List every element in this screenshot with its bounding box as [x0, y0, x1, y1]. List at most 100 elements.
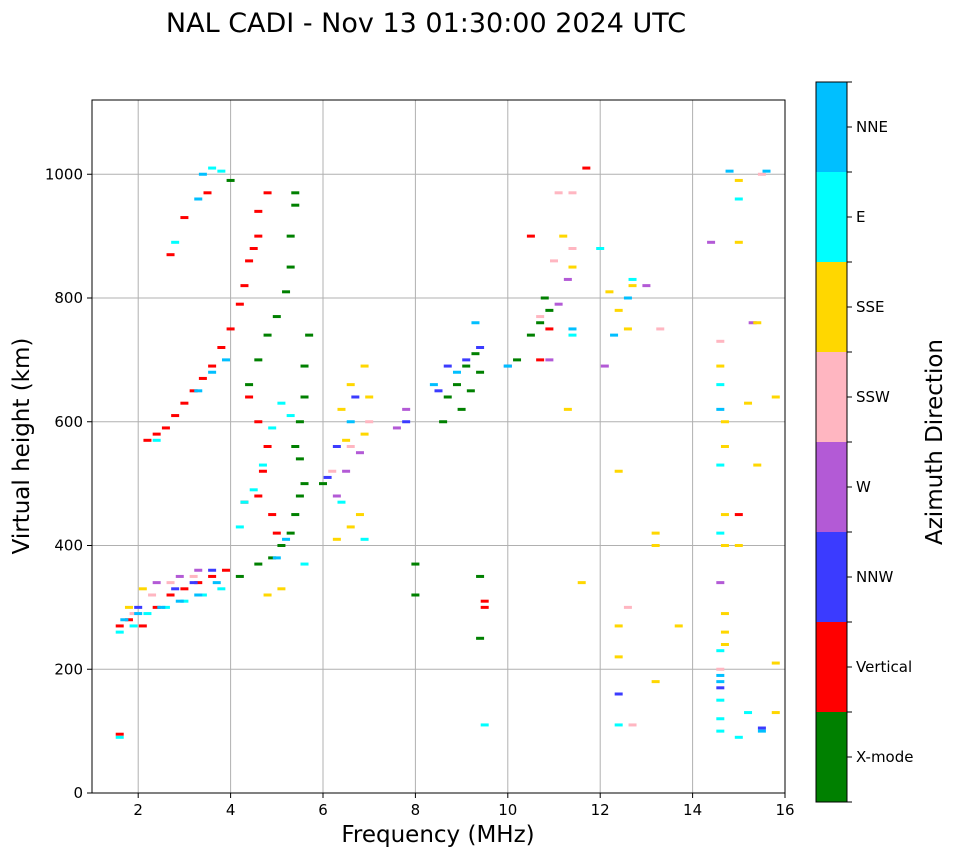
data-point: [392, 426, 401, 430]
data-point: [744, 711, 753, 715]
grid-lines: [92, 100, 786, 794]
data-point: [734, 178, 743, 182]
data-point: [614, 692, 623, 696]
x-axis-ticks: 2 4 6 8 10 12 14 16: [133, 793, 795, 819]
data-point: [536, 315, 545, 319]
data-point: [716, 698, 725, 702]
data-point: [614, 624, 623, 628]
data-point: [300, 482, 309, 486]
data-point: [526, 234, 535, 238]
data-point: [757, 726, 766, 730]
data-point: [720, 643, 729, 646]
data-point: [161, 426, 170, 430]
data-point: [734, 735, 743, 739]
data-point: [656, 327, 665, 331]
data-point: [212, 581, 221, 585]
data-point: [258, 463, 267, 467]
data-point: [194, 568, 203, 572]
data-point: [480, 599, 489, 603]
data-point: [614, 655, 623, 659]
data-point: [332, 445, 341, 448]
data-point: [115, 732, 124, 736]
data-point: [725, 169, 734, 173]
data-point: [351, 395, 360, 399]
data-point: [628, 277, 637, 281]
data-point: [208, 574, 217, 578]
data-point: [471, 321, 480, 325]
plot-area: 2 4 6 8 10 12 14 16 0 200 400 600 800 1000: [45, 99, 795, 819]
data-point: [716, 686, 725, 690]
data-point: [171, 587, 180, 591]
series-vertical: [115, 166, 743, 736]
data-point: [716, 463, 725, 467]
data-point: [143, 612, 152, 616]
data-point: [115, 624, 124, 628]
colorbar-frame: [815, 81, 848, 803]
data-point: [171, 240, 180, 244]
data-point: [217, 346, 226, 349]
data-point: [152, 432, 161, 436]
data-point: [716, 729, 725, 733]
data-point: [194, 581, 203, 585]
data-point: [263, 191, 272, 195]
data-point: [208, 364, 217, 368]
data-point: [355, 451, 364, 455]
data-point: [245, 259, 254, 263]
data-point: [716, 667, 725, 671]
x-axis-label: Frequency (MHz): [341, 822, 534, 848]
data-point: [545, 358, 554, 362]
y-tick-label: 0: [73, 784, 83, 802]
data-point: [716, 364, 725, 368]
plot-background: [92, 100, 785, 793]
data-point: [716, 531, 725, 535]
data-point: [189, 574, 198, 578]
colorbar: X-mode Vertical NNW W SSW SSE E NNE: [815, 81, 913, 803]
series-ssw: [129, 172, 766, 727]
data-point: [771, 711, 780, 715]
colorbar-tick-label: NNE: [856, 118, 888, 136]
data-point: [194, 389, 203, 393]
y-tick-label: 200: [54, 660, 83, 678]
data-point: [282, 537, 291, 541]
data-point: [434, 389, 443, 393]
x-tick-label: 14: [683, 801, 702, 819]
data-point: [628, 723, 637, 727]
x-tick-label: 10: [498, 801, 517, 819]
data-point: [355, 513, 364, 517]
data-point: [753, 463, 762, 467]
data-point: [614, 723, 623, 727]
colorbar-tick-label: NNW: [856, 568, 893, 586]
data-point: [748, 321, 757, 325]
data-point: [263, 445, 272, 448]
data-point: [342, 438, 351, 442]
data-point: [623, 296, 632, 300]
series-nne: [120, 169, 771, 733]
data-point: [175, 599, 184, 603]
x-tick-label: 4: [226, 801, 236, 819]
data-point: [536, 358, 545, 362]
data-point: [346, 445, 355, 448]
data-point: [466, 389, 475, 393]
data-point: [124, 618, 133, 622]
x-tick-label: 12: [591, 801, 610, 819]
data-point: [429, 383, 438, 387]
data-point: [319, 482, 327, 486]
y-axis-ticks: 0 200 400 600 800 1000: [45, 165, 92, 802]
data-point: [365, 395, 374, 399]
data-point: [171, 414, 180, 418]
data-point: [582, 166, 591, 170]
data-point: [226, 178, 235, 182]
data-point: [138, 587, 147, 591]
data-points: [115, 166, 780, 739]
data-point: [614, 308, 623, 312]
colorbar-tick-label: Vertical: [856, 658, 912, 676]
data-point: [623, 605, 632, 609]
data-point: [536, 321, 545, 325]
data-point: [138, 624, 147, 628]
colorbar-swatch: [816, 622, 847, 712]
data-point: [526, 333, 535, 337]
data-point: [217, 169, 226, 173]
data-point: [600, 364, 609, 368]
data-point: [166, 581, 175, 585]
data-point: [152, 581, 161, 585]
